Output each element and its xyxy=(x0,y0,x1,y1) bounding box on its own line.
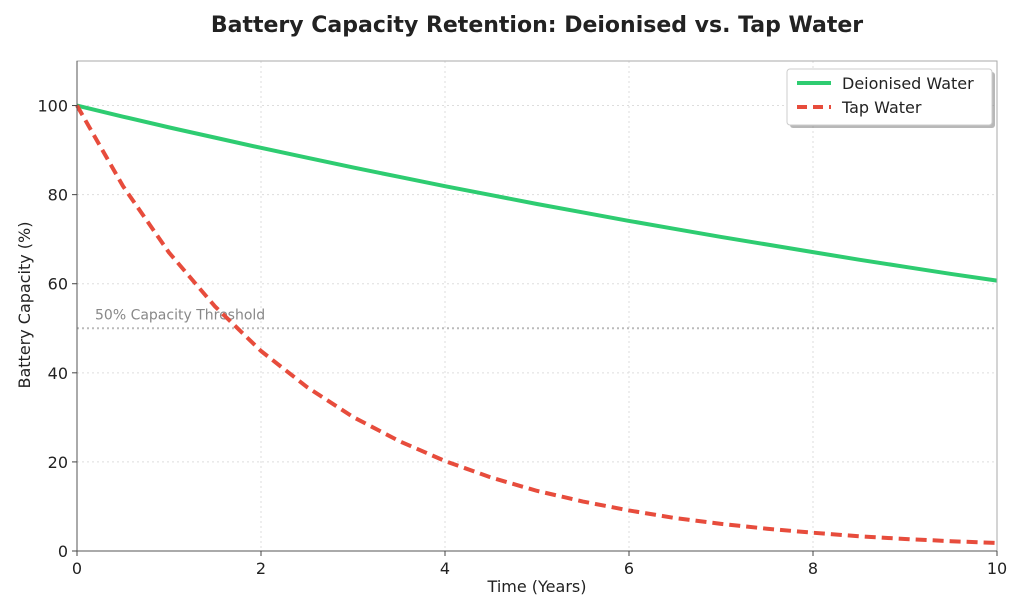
y-tick-label: 0 xyxy=(58,542,68,561)
series-line-deionised-water xyxy=(76,103,998,283)
chart-title: Battery Capacity Retention: Deionised vs… xyxy=(211,13,863,38)
y-tick-label: 100 xyxy=(37,97,68,116)
threshold-label: 50% Capacity Threshold xyxy=(95,307,265,323)
x-tick-label: 6 xyxy=(624,559,634,578)
x-tick-label: 2 xyxy=(256,559,266,578)
legend-box xyxy=(786,68,993,126)
legend-label-tap-water: Tap Water xyxy=(841,98,922,117)
y-tick-label: 40 xyxy=(48,364,68,383)
legend-label-deionised-water: Deionised Water xyxy=(842,74,974,93)
x-tick-label: 8 xyxy=(808,559,818,578)
reference-lines: 50% Capacity Threshold xyxy=(77,307,997,330)
y-tick-label: 60 xyxy=(48,275,68,294)
series-line-tap-water xyxy=(75,104,998,545)
y-tick-label: 80 xyxy=(48,186,68,205)
x-tick-label: 4 xyxy=(440,559,450,578)
series-lines xyxy=(75,103,998,545)
x-tick-label: 0 xyxy=(72,559,82,578)
y-tick-label: 20 xyxy=(48,453,68,472)
axes xyxy=(76,60,998,552)
x-axis-label: Time (Years) xyxy=(487,577,587,596)
legend: Deionised Water Tap Water xyxy=(786,68,995,128)
y-axis-label: Battery Capacity (%) xyxy=(15,222,34,389)
x-tick-label: 10 xyxy=(987,559,1007,578)
